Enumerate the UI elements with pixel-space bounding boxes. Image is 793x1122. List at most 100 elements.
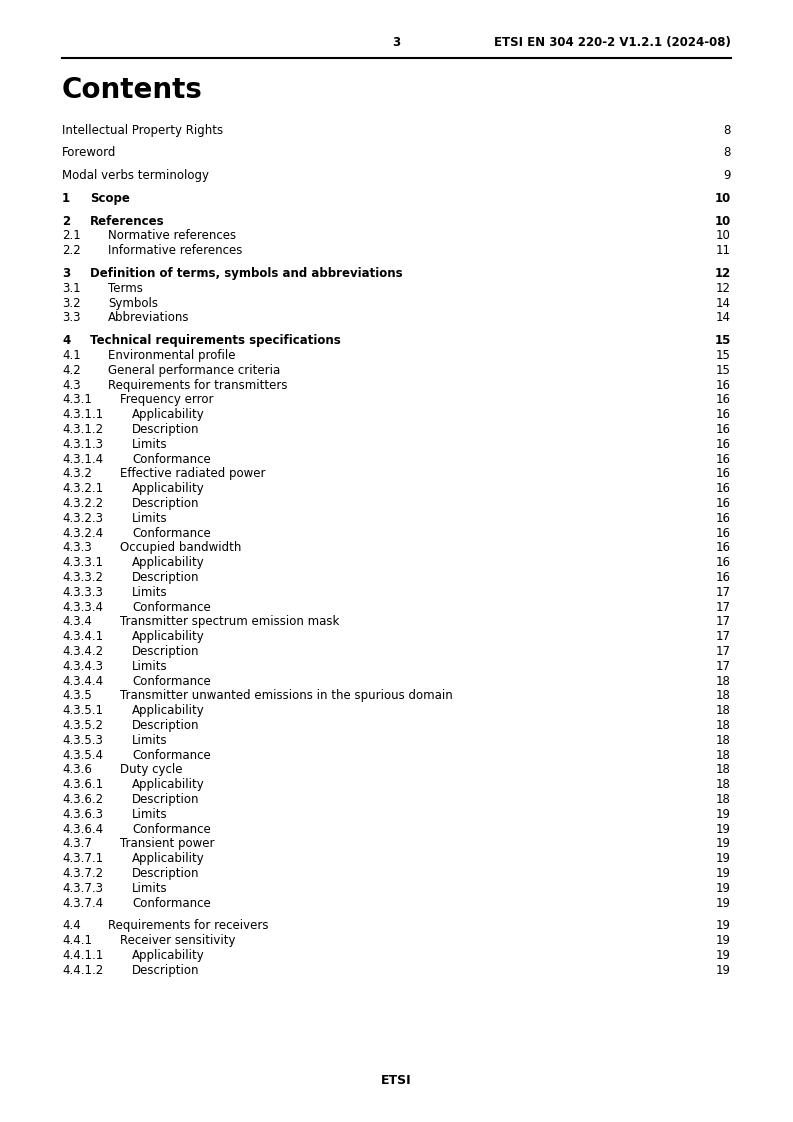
Text: 2.2: 2.2 [62,245,81,257]
Text: Conformance: Conformance [132,452,211,466]
Text: 15: 15 [716,349,731,362]
Text: 12: 12 [714,267,731,280]
Text: 4.3.4.1: 4.3.4.1 [62,631,103,643]
Text: Limits: Limits [132,660,167,673]
Text: 11: 11 [716,245,731,257]
Text: 18: 18 [716,779,731,791]
Text: Applicability: Applicability [132,631,205,643]
Text: Limits: Limits [132,512,167,525]
Text: Frequency error: Frequency error [120,394,213,406]
Text: 4.3: 4.3 [62,379,81,392]
Text: 16: 16 [716,452,731,466]
Text: Limits: Limits [132,808,167,821]
Text: Requirements for receivers: Requirements for receivers [108,920,269,932]
Text: ETSI: ETSI [381,1074,412,1086]
Text: 16: 16 [716,423,731,436]
Text: 17: 17 [716,616,731,628]
Text: 4.3.7.3: 4.3.7.3 [62,882,103,895]
Text: 4.4: 4.4 [62,920,81,932]
Text: 16: 16 [716,394,731,406]
Text: Description: Description [132,571,200,585]
Text: 4.3.3.2: 4.3.3.2 [62,571,103,585]
Text: 14: 14 [716,296,731,310]
Text: 17: 17 [716,586,731,599]
Text: 4.3.6.3: 4.3.6.3 [62,808,103,821]
Text: 16: 16 [716,408,731,421]
Text: 3: 3 [393,36,400,48]
Text: 4.3.6: 4.3.6 [62,763,92,776]
Text: Occupied bandwidth: Occupied bandwidth [120,542,241,554]
Text: 4.3.2.1: 4.3.2.1 [62,482,103,495]
Text: Effective radiated power: Effective radiated power [120,468,266,480]
Text: 4.3.5.3: 4.3.5.3 [62,734,103,747]
Text: 19: 19 [716,935,731,947]
Text: 18: 18 [716,763,731,776]
Text: Abbreviations: Abbreviations [108,312,190,324]
Text: Conformance: Conformance [132,600,211,614]
Text: Conformance: Conformance [132,674,211,688]
Text: 17: 17 [716,631,731,643]
Text: 15: 15 [714,334,731,348]
Text: 19: 19 [716,964,731,977]
Text: 16: 16 [716,468,731,480]
Text: 4.1: 4.1 [62,349,81,362]
Text: 10: 10 [714,192,731,205]
Text: Description: Description [132,719,200,732]
Text: 4.3.5.2: 4.3.5.2 [62,719,103,732]
Text: 19: 19 [716,808,731,821]
Text: Scope: Scope [90,192,130,205]
Text: 18: 18 [716,690,731,702]
Text: Applicability: Applicability [132,482,205,495]
Text: Conformance: Conformance [132,896,211,910]
Text: 4.3.3.4: 4.3.3.4 [62,600,103,614]
Text: 3.2: 3.2 [62,296,81,310]
Text: Description: Description [132,867,200,880]
Text: 4.3.4.3: 4.3.4.3 [62,660,103,673]
Text: Conformance: Conformance [132,822,211,836]
Text: 16: 16 [716,557,731,569]
Text: 16: 16 [716,512,731,525]
Text: 19: 19 [716,822,731,836]
Text: 16: 16 [716,379,731,392]
Text: 17: 17 [716,660,731,673]
Text: 18: 18 [716,734,731,747]
Text: 4.3.3: 4.3.3 [62,542,92,554]
Text: Conformance: Conformance [132,748,211,762]
Text: 19: 19 [716,837,731,850]
Text: Normative references: Normative references [108,230,236,242]
Text: 17: 17 [716,645,731,659]
Text: Description: Description [132,964,200,977]
Text: Limits: Limits [132,734,167,747]
Text: 4.3.4: 4.3.4 [62,616,92,628]
Text: Limits: Limits [132,882,167,895]
Text: 15: 15 [716,364,731,377]
Text: Applicability: Applicability [132,705,205,717]
Text: 16: 16 [716,482,731,495]
Text: 4.3.7: 4.3.7 [62,837,92,850]
Text: 18: 18 [716,705,731,717]
Text: Duty cycle: Duty cycle [120,763,182,776]
Text: 4.3.1.4: 4.3.1.4 [62,452,103,466]
Text: 4.3.7.1: 4.3.7.1 [62,853,103,865]
Text: 4.3.7.4: 4.3.7.4 [62,896,103,910]
Text: Definition of terms, symbols and abbreviations: Definition of terms, symbols and abbrevi… [90,267,403,280]
Text: 16: 16 [716,438,731,451]
Text: 3.3: 3.3 [62,312,81,324]
Text: Receiver sensitivity: Receiver sensitivity [120,935,236,947]
Text: References: References [90,214,165,228]
Text: Applicability: Applicability [132,557,205,569]
Text: Description: Description [132,497,200,511]
Text: Modal verbs terminology: Modal verbs terminology [62,169,209,182]
Text: Description: Description [132,645,200,659]
Text: 4.3.1.2: 4.3.1.2 [62,423,103,436]
Text: 19: 19 [716,853,731,865]
Text: Intellectual Property Rights: Intellectual Property Rights [62,123,223,137]
Text: Transmitter unwanted emissions in the spurious domain: Transmitter unwanted emissions in the sp… [120,690,453,702]
Text: Applicability: Applicability [132,779,205,791]
Text: 16: 16 [716,542,731,554]
Text: 19: 19 [716,949,731,962]
Text: Applicability: Applicability [132,408,205,421]
Text: Terms: Terms [108,282,143,295]
Text: Applicability: Applicability [132,853,205,865]
Text: 4.3.2.2: 4.3.2.2 [62,497,103,511]
